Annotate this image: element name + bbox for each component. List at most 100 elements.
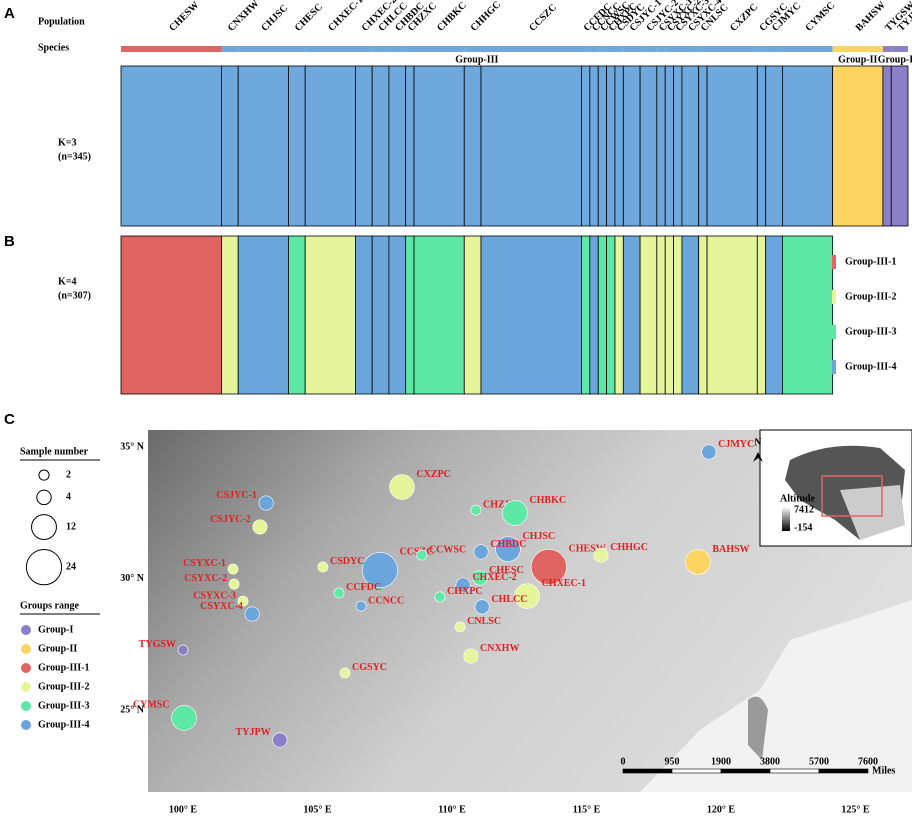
lon-label: 120° E — [707, 804, 735, 815]
figure: A B C Population Species K=3 (n=345) K=4… — [0, 0, 912, 834]
population-label: CHJSC — [259, 3, 290, 34]
altitude-ramp — [782, 507, 790, 531]
k3-block — [221, 66, 238, 226]
k4-block — [615, 236, 623, 394]
species-strip — [682, 46, 699, 52]
species-strip — [389, 46, 406, 52]
species-label: Group-I — [878, 54, 912, 65]
scale-label: 1900 — [711, 756, 731, 767]
sample-pie — [178, 645, 188, 655]
scale-segment — [819, 769, 868, 773]
k4-block — [607, 236, 615, 394]
species-strip — [891, 46, 908, 52]
north-label: N — [754, 437, 762, 448]
k4-block — [598, 236, 606, 394]
k4-block — [665, 236, 673, 394]
k4-block — [372, 236, 389, 394]
k3-block — [707, 66, 757, 226]
site-label: CXZPC — [416, 469, 450, 480]
k4-block — [590, 236, 598, 394]
legend-title: Groups range — [20, 600, 80, 611]
altitude-min: -154 — [794, 522, 812, 533]
scale-unit: Miles — [872, 765, 895, 776]
k-label: K=4 — [58, 276, 76, 287]
k4-block — [464, 236, 481, 394]
legend-size: 2 — [66, 469, 71, 480]
k4-block — [481, 236, 581, 394]
sample-pie — [334, 588, 344, 598]
species-strip — [581, 46, 589, 52]
lon-label: 125° E — [841, 804, 869, 815]
species-strip — [598, 46, 606, 52]
legend-label: Group-III-1 — [845, 256, 897, 267]
scale-segment — [770, 769, 819, 773]
sample-pie — [273, 733, 287, 747]
legend-label: Group-III-3 — [38, 700, 90, 711]
k3-block — [406, 66, 414, 226]
species-strip — [372, 46, 389, 52]
k4-block — [657, 236, 665, 394]
lat-label: 30° N — [120, 573, 144, 584]
k4-block — [782, 236, 832, 394]
population-label: CHBKC — [435, 0, 469, 34]
sample-pie — [435, 592, 445, 602]
lon-label: 105° E — [303, 804, 331, 815]
legend-label: Group-III-4 — [845, 361, 897, 372]
lat-label: 35° N — [120, 441, 144, 452]
site-label: CSDYC — [330, 556, 364, 567]
legend-label: Group-III-4 — [38, 719, 90, 730]
site-label: CNXHW — [480, 643, 519, 654]
altitude-max: 7412 — [794, 504, 814, 515]
row-label: Species — [38, 42, 69, 53]
k3-block — [355, 66, 372, 226]
legend-label: Group-I — [38, 624, 73, 635]
k4-block — [238, 236, 288, 394]
k4-block — [305, 236, 355, 394]
population-label: CHESW — [167, 0, 201, 34]
k3-block — [623, 66, 640, 226]
legend-label: Group-III-3 — [845, 326, 897, 337]
species-strip — [699, 46, 707, 52]
legend-circle — [37, 490, 51, 504]
site-label: CSJYC-2 — [210, 514, 251, 525]
k4-block — [640, 236, 657, 394]
sample-pie — [356, 601, 366, 611]
species-strip — [355, 46, 372, 52]
site-label: TYJPW — [236, 727, 271, 738]
k4-block — [682, 236, 699, 394]
legend-dot — [21, 720, 31, 730]
species-strip — [590, 46, 598, 52]
panel-label: A — [4, 5, 15, 22]
k3-block — [121, 66, 221, 226]
sample-pie — [685, 549, 710, 574]
scale-segment — [721, 769, 770, 773]
population-label: BAHSW — [854, 0, 888, 34]
k3-block — [581, 66, 589, 226]
sample-pie — [253, 520, 267, 534]
site-label: CHXPC — [447, 586, 483, 597]
site-label: TYGSW — [139, 639, 176, 650]
species-strip — [657, 46, 665, 52]
species-label: Group-III — [455, 54, 498, 65]
k3-block — [607, 66, 615, 226]
lat-label: 25° N — [120, 704, 144, 715]
species-strip — [615, 46, 623, 52]
site-label: CSYXC-2 — [184, 573, 227, 584]
legend-size: 12 — [66, 521, 76, 532]
site-label: CCWSC — [429, 544, 466, 555]
k4-block — [766, 236, 783, 394]
population-label: CXZPC — [728, 2, 760, 34]
legend-dot — [21, 644, 31, 654]
lon-label: 115° E — [573, 804, 601, 815]
site-label: CHHGC — [610, 542, 648, 553]
site-label: CHXEC-2 — [472, 572, 516, 583]
site-label: CSYXC-3 — [193, 590, 236, 601]
legend-swatch — [832, 325, 836, 339]
k4-block — [221, 236, 238, 394]
k4-block — [674, 236, 682, 394]
legend-swatch — [832, 360, 836, 374]
k4-block — [389, 236, 406, 394]
k3-block — [766, 66, 783, 226]
lon-label: 110° E — [438, 804, 466, 815]
species-strip — [481, 46, 581, 52]
